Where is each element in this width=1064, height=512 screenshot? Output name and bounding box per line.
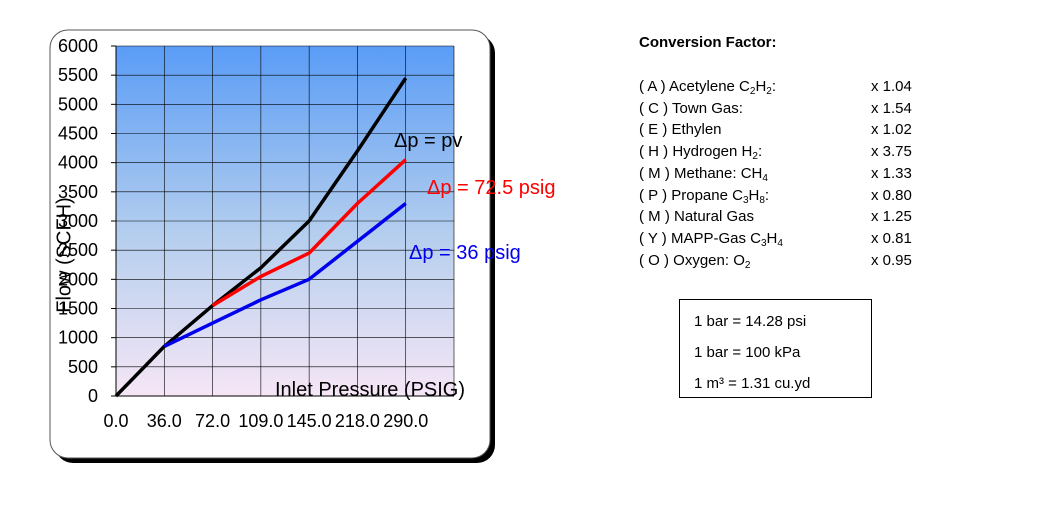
unit-m3-yd: 1 m³ = 1.31 cu.yd	[694, 375, 811, 392]
gas-label: ( M ) Methane: CH4	[639, 164, 768, 184]
series-label-72-5-psig: Δp = 72.5 psig	[427, 177, 555, 199]
gas-label: ( O ) Oxygen: O2	[639, 251, 751, 271]
gas-label: ( C ) Town Gas:	[639, 99, 743, 117]
y-tick-label: 4000	[58, 153, 98, 173]
gas-label: ( H ) Hydrogen H2:	[639, 143, 763, 163]
unit-bar-psi: 1 bar = 14.28 psi	[694, 313, 807, 330]
conversion-row: ( A ) Acetylene C2H2: x 1.04	[639, 76, 912, 98]
flow-chart: 0 500 1000 1500 2000 2500 3000 3500 4000 4500 5000…	[49, 29, 555, 463]
conversion-row: ( C ) Town Gas: x 1.54	[639, 98, 912, 120]
y-tick-label: 3500	[58, 182, 98, 202]
y-tick-label: 2000	[58, 269, 98, 289]
gas-factor: x 0.81	[871, 229, 912, 247]
unit-bar-kpa: 1 bar = 100 kPa	[694, 344, 801, 361]
y-tick-label: 1500	[58, 299, 98, 319]
x-tick-label: 290.0	[383, 411, 428, 431]
series-label-36-psig: Δp = 36 psig	[409, 242, 521, 264]
conversion-factor-table: ( A ) Acetylene C2H2: x 1.04 ( C ) Town Ga…	[639, 76, 912, 271]
conversion-row: ( O ) Oxygen: O2 x 0.95	[639, 250, 912, 272]
unit-conversion-box: 1 bar = 14.28 psi 1 bar = 100 kPa 1 m³ =…	[679, 299, 872, 398]
gas-factor: x 1.25	[871, 208, 912, 226]
gas-label: ( P ) Propane C3H8:	[639, 186, 770, 206]
conversion-factor-title: Conversion Factor:	[639, 34, 777, 51]
gas-factor: x 1.04	[871, 78, 912, 95]
conversion-row: ( H ) Hydrogen H2: x 3.75	[639, 141, 912, 163]
gas-label: ( M ) Natural Gas	[639, 208, 755, 226]
gas-factor: x 1.02	[871, 121, 912, 139]
y-tick-label: 500	[68, 357, 98, 377]
conversion-row: ( P ) Propane C3H8: x 0.80	[639, 185, 912, 207]
gas-label: ( A ) Acetylene C2H2:	[639, 78, 777, 97]
series-line-2	[163, 202, 407, 348]
conversion-row: ( M ) Natural Gas x 1.25	[639, 206, 912, 228]
y-tick-label: 5000	[58, 94, 98, 114]
y-tick-label: 3000	[58, 211, 98, 231]
series-label-pv: Δp = pv	[394, 130, 462, 152]
x-tick-label: 36.0	[147, 411, 182, 431]
series-line-1	[211, 158, 407, 308]
y-tick-label: 1000	[58, 328, 98, 348]
gas-label: ( E ) Ethylen	[639, 121, 722, 139]
y-tick-label: 2500	[58, 240, 98, 260]
y-tick-label: 0	[88, 386, 98, 406]
gas-factor: x 1.54	[871, 99, 912, 117]
x-tick-label: 145.0	[287, 411, 332, 431]
gas-factor: x 0.80	[871, 186, 912, 204]
x-tick-label: 109.0	[238, 411, 283, 431]
conversion-row: ( M ) Methane: CH4 x 1.33	[639, 163, 912, 185]
y-tick-label: 4500	[58, 124, 98, 144]
x-axis-label: Inlet Pressure (PSIG)	[275, 379, 465, 401]
conversion-row: ( E ) Ethylen x 1.02	[639, 119, 912, 141]
x-tick-label: 0.0	[103, 411, 128, 431]
y-tick-label: 5500	[58, 65, 98, 85]
gas-factor: x 0.95	[871, 251, 912, 269]
y-axis-label: Flow (SCFH)	[53, 197, 75, 313]
conversion-row: ( Y ) MAPP-Gas C3H4 x 0.81	[639, 228, 912, 250]
y-tick-label: 6000	[58, 36, 98, 56]
gas-factor: x 1.33	[871, 164, 912, 182]
gas-label: ( Y ) MAPP-Gas C3H4	[639, 229, 783, 249]
x-tick-label: 218.0	[335, 411, 380, 431]
gas-factor: x 3.75	[871, 143, 912, 161]
x-tick-label: 72.0	[195, 411, 230, 431]
gridlines	[116, 45, 455, 396]
